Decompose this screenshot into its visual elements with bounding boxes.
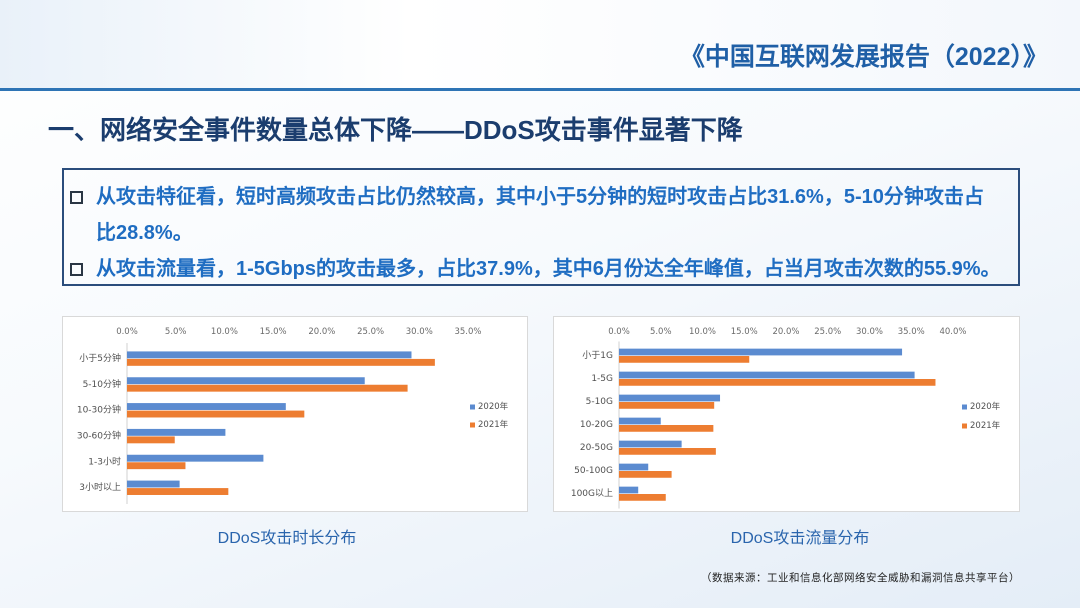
duration-bar-series-0 xyxy=(127,480,180,488)
duration-tick-label: 30.0% xyxy=(406,327,433,337)
duration-legend-swatch xyxy=(470,404,475,410)
duration-bar-series-0 xyxy=(127,428,226,436)
traffic-bar-series-1 xyxy=(619,356,750,363)
slide-title: 一、网络安全事件数量总体下降——DDoS攻击事件显著下降 xyxy=(48,115,743,145)
report-title: 《中国互联网发展报告（2022）》 xyxy=(679,43,1048,71)
traffic-tick-label: 30.0% xyxy=(856,327,883,337)
duration-bar-series-0 xyxy=(127,377,365,385)
duration-category-label: 小于5分钟 xyxy=(79,352,121,364)
duration-category-label: 30-60分钟 xyxy=(77,429,121,441)
traffic-bar-series-0 xyxy=(619,348,903,356)
duration-legend-label: 2020年 xyxy=(478,401,509,412)
duration-bar-series-1 xyxy=(127,462,186,470)
duration-bar-series-0 xyxy=(127,351,412,359)
traffic-category-label: 小于1G xyxy=(582,350,613,361)
traffic-bar-series-1 xyxy=(619,448,716,455)
bullet-text: 从攻击特征看，短时高频攻击占比仍然较高，其中小于5分钟的短时攻击占比31.6%，… xyxy=(64,179,1018,251)
duration-tick-label: 10.0% xyxy=(211,327,238,337)
duration-bar-series-1 xyxy=(127,410,305,418)
duration-legend-swatch xyxy=(470,422,475,428)
traffic-chart-title: DDoS攻击流量分布 xyxy=(730,530,870,547)
duration-chart-title: DDoS攻击时长分布 xyxy=(217,530,357,547)
traffic-bar-series-1 xyxy=(619,379,936,386)
duration-tick-label: 15.0% xyxy=(260,327,287,337)
traffic-category-label: 10-20G xyxy=(580,420,613,430)
bullet-text: 从攻击流量看，1-5Gbps的攻击最多，占比37.9%，其中6月份达全年峰值，占… xyxy=(64,251,1018,287)
hollow-square-bullet-icon xyxy=(70,263,83,276)
traffic-bar-chart: 0.0% 5.0% 10.0% 15.0% 20.0% 25.0% 30.0% 35.0% 40… xyxy=(571,327,1001,509)
traffic-tick-label: 40.0% xyxy=(939,327,966,337)
traffic-tick-label: 35.0% xyxy=(898,327,925,337)
bullet-line: 比28.8%。 xyxy=(96,222,193,244)
traffic-tick-label: 15.0% xyxy=(731,327,758,337)
traffic-category-label: 50-100G xyxy=(574,466,613,476)
duration-bar-chart: 0.0% 5.0% 10.0% 15.0% 20.0% 25.0% 30.0% 35.0% 小于… xyxy=(77,327,509,504)
duration-category-label: 1-3小时 xyxy=(88,455,121,467)
duration-tick-label: 5.0% xyxy=(165,327,187,337)
duration-category-label: 10-30分钟 xyxy=(77,404,121,416)
duration-bar-series-0 xyxy=(127,454,264,462)
duration-bar-series-1 xyxy=(127,436,175,444)
traffic-tick-label: 25.0% xyxy=(814,327,841,337)
traffic-bar-series-0 xyxy=(619,463,649,471)
traffic-category-label: 100G以上 xyxy=(571,488,613,499)
traffic-tick-label: 10.0% xyxy=(689,327,716,337)
duration-tick-label: 20.0% xyxy=(308,327,335,337)
duration-bar-series-0 xyxy=(127,403,286,410)
traffic-chart-panel: 0.0% 5.0% 10.0% 15.0% 20.0% 25.0% 30.0% 35.0% 40… xyxy=(553,316,1020,512)
duration-tick-label: 0.0% xyxy=(116,327,138,337)
traffic-bar-series-1 xyxy=(619,471,672,478)
duration-category-label: 3小时以上 xyxy=(79,481,121,493)
traffic-legend-swatch xyxy=(962,404,967,410)
key-findings-box: 从攻击特征看，短时高频攻击占比仍然较高，其中小于5分钟的短时攻击占比31.6%，… xyxy=(62,168,1020,286)
header-band xyxy=(0,0,1080,88)
traffic-bar-series-0 xyxy=(619,417,661,425)
traffic-bar-series-1 xyxy=(619,425,714,432)
traffic-tick-label: 0.0% xyxy=(608,327,630,337)
duration-legend-label: 2021年 xyxy=(478,419,509,430)
bullet-line: 从攻击特征看，短时高频攻击占比仍然较高，其中小于5分钟的短时攻击占比31.6%，… xyxy=(96,186,984,208)
duration-chart-panel: 0.0% 5.0% 10.0% 15.0% 20.0% 25.0% 30.0% 35.0% 小于… xyxy=(62,316,528,512)
traffic-legend-swatch xyxy=(962,423,967,429)
header-divider xyxy=(0,88,1080,91)
traffic-bar-series-0 xyxy=(619,486,639,494)
duration-tick-label: 35.0% xyxy=(454,327,481,337)
traffic-category-label: 20-50G xyxy=(580,443,613,453)
traffic-bar-series-0 xyxy=(619,371,915,379)
traffic-category-label: 5-10G xyxy=(586,397,613,407)
traffic-bar-series-0 xyxy=(619,394,721,402)
duration-tick-label: 25.0% xyxy=(357,327,384,337)
traffic-tick-label: 5.0% xyxy=(650,327,672,337)
data-source-note: （数据来源：工业和信息化部网络安全威胁和漏洞信息共享平台） xyxy=(701,572,1020,584)
duration-category-label: 5-10分钟 xyxy=(83,378,121,390)
duration-bar-series-1 xyxy=(127,358,435,366)
bullet-item: 从攻击流量看，1-5Gbps的攻击最多，占比37.9%，其中6月份达全年峰值，占… xyxy=(64,251,1018,287)
traffic-bar-series-0 xyxy=(619,440,682,448)
traffic-legend-label: 2021年 xyxy=(970,420,1001,431)
duration-bar-series-1 xyxy=(127,488,229,495)
hollow-square-bullet-icon xyxy=(70,191,83,204)
duration-bar-series-1 xyxy=(127,384,408,392)
traffic-tick-label: 20.0% xyxy=(772,327,799,337)
traffic-bar-series-1 xyxy=(619,494,666,501)
traffic-category-label: 1-5G xyxy=(591,374,613,384)
traffic-legend-label: 2020年 xyxy=(970,401,1001,412)
bullet-line: 从攻击流量看，1-5Gbps的攻击最多，占比37.9%，其中6月份达全年峰值，占… xyxy=(96,258,1001,280)
traffic-bar-series-1 xyxy=(619,402,715,409)
bullet-item: 从攻击特征看，短时高频攻击占比仍然较高，其中小于5分钟的短时攻击占比31.6%，… xyxy=(64,179,1018,251)
